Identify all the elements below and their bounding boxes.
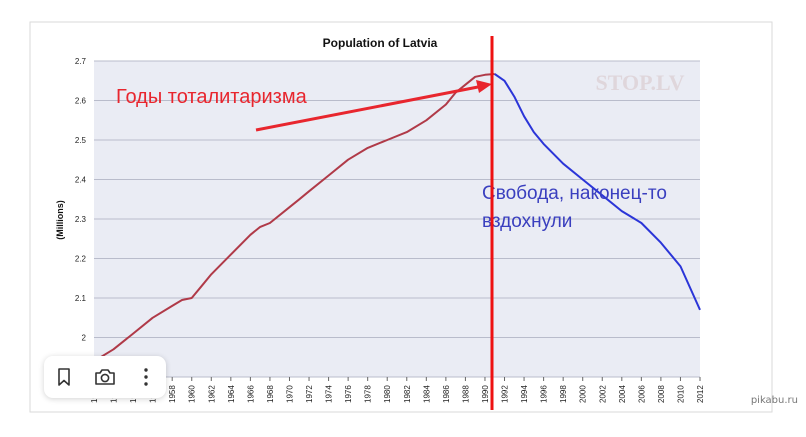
y-tick-labels: 1.922.12.22.32.42.52.62.7 (75, 57, 87, 382)
x-tick-label: 2008 (657, 385, 666, 403)
x-tick-label: 1974 (325, 385, 334, 403)
x-tick-label: 2004 (618, 385, 627, 403)
x-tick-label: 2010 (676, 385, 685, 403)
x-tick-label: 1970 (285, 385, 294, 403)
x-tick-label: 1960 (188, 385, 197, 403)
bookmark-icon (58, 368, 71, 386)
series-line-2 (494, 73, 701, 311)
annotation-left: Годы тоталитаризма (116, 86, 308, 108)
x-tick-label: 1962 (207, 385, 216, 403)
card-border (29, 21, 773, 413)
arrow-head (476, 80, 492, 93)
annotation-right-line1: Свобода, наконец-то (482, 183, 667, 204)
image-toolbar (44, 356, 166, 398)
y-tick-label: 2.4 (75, 176, 87, 185)
y-tick-label: 2 (82, 334, 87, 343)
x-tick-label: 2002 (598, 385, 607, 403)
y-axis-label: (Millions) (55, 200, 65, 240)
site-watermark: pikabu.ru (750, 395, 798, 406)
screenshot-button[interactable] (90, 362, 120, 392)
x-tick-label: 1990 (481, 385, 490, 403)
x-tick-label: 1986 (442, 385, 451, 403)
more-button[interactable] (131, 362, 161, 392)
x-tick-label: 1978 (364, 385, 373, 403)
x-tick-label: 1976 (344, 385, 353, 403)
more-icon (143, 368, 148, 386)
y-tick-label: 2.5 (75, 136, 87, 145)
y-tick-label: 2.6 (75, 97, 87, 106)
annotation-arrow (255, 85, 479, 132)
chart-title: Population of Latvia (323, 36, 438, 50)
x-tick-label: 1992 (501, 385, 510, 403)
grid-lines (94, 60, 700, 378)
x-tick-label: 1966 (246, 385, 255, 403)
x-tick-label: 1994 (520, 385, 529, 403)
x-tick-label: 1982 (403, 385, 412, 403)
series-lines (93, 73, 701, 363)
x-tick-label: 2000 (579, 385, 588, 403)
camera-icon (95, 369, 115, 385)
x-tick-label: 1968 (266, 385, 275, 403)
x-tick-label: 1958 (168, 385, 177, 403)
x-tick-label: 1984 (422, 385, 431, 403)
x-tick-label: 1964 (227, 385, 236, 403)
x-tick-label: 1980 (383, 385, 392, 403)
annotation-right-line2: вздохнули (482, 211, 572, 232)
series-line-1 (93, 73, 495, 363)
x-tick-label: 1996 (540, 385, 549, 403)
y-tick-label: 2.3 (75, 215, 87, 224)
x-tick-label: 2012 (696, 385, 705, 403)
bookmark-button[interactable] (49, 362, 79, 392)
x-tick-label: 1988 (461, 385, 470, 403)
y-tick-label: 2.1 (75, 294, 87, 303)
x-tick-label: 2006 (637, 385, 646, 403)
x-tick-label: 1972 (305, 385, 314, 403)
x-tick-labels: 1950195219541956195819601962196419661968… (90, 377, 705, 403)
x-tick-label: 1998 (559, 385, 568, 403)
chart-watermark: STOP.LV (595, 70, 684, 95)
y-tick-label: 2.7 (75, 57, 87, 66)
y-tick-label: 2.2 (75, 255, 87, 264)
